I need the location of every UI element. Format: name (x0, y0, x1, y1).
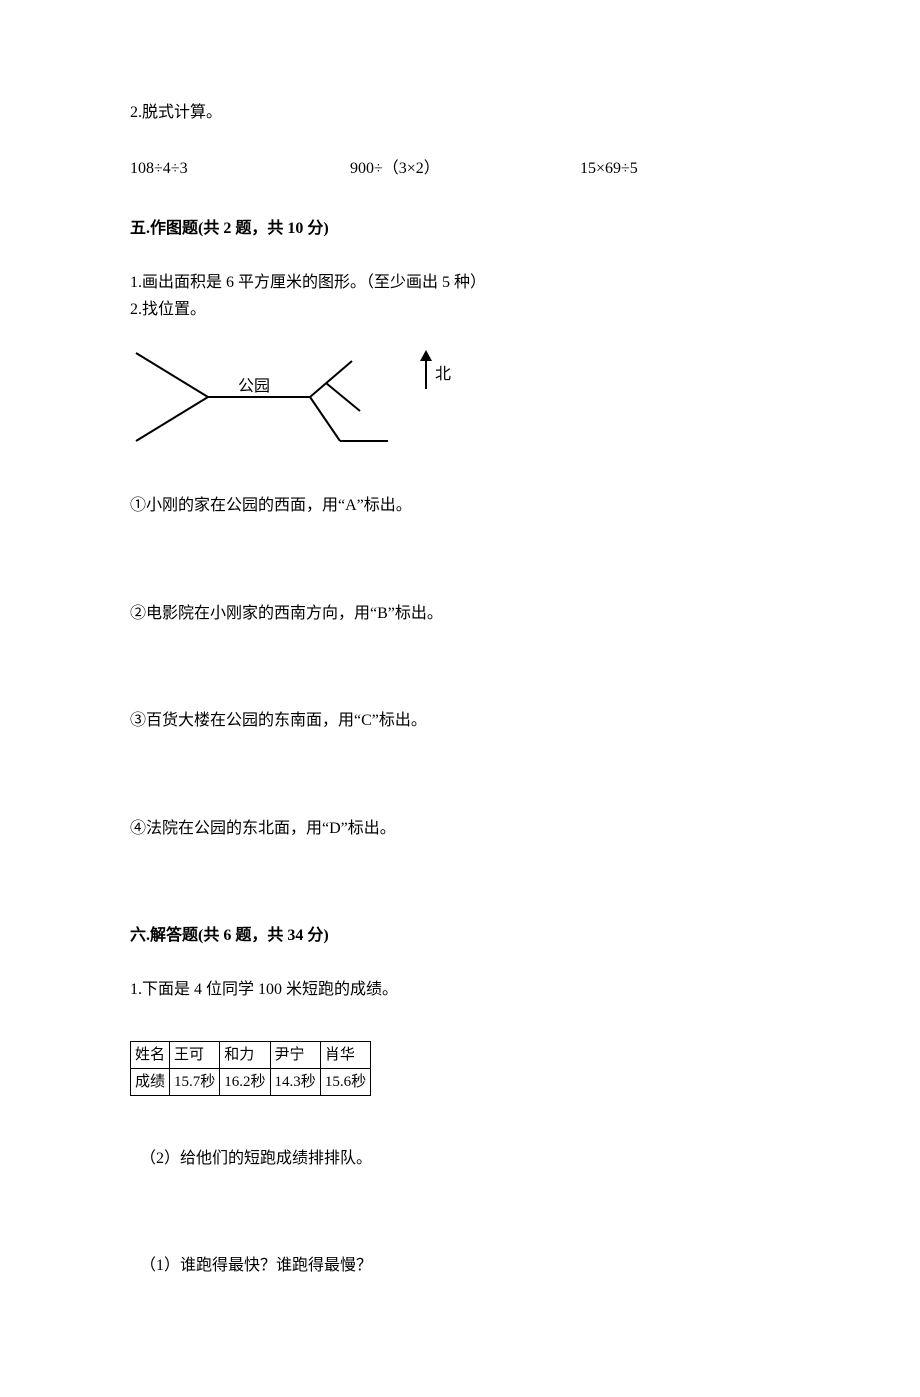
cell-1: 15.7秒 (170, 1068, 220, 1095)
q2-expressions: 108÷4÷3 900÷（3×2） 15×69÷5 (130, 156, 790, 182)
th-c2: 和力 (220, 1041, 270, 1068)
th-c1: 王可 (170, 1041, 220, 1068)
park-label-text: 公园 (238, 378, 270, 395)
expr-3: 15×69÷5 (580, 156, 790, 182)
north-indicator: 北 (420, 361, 451, 389)
s5-sub2: ②电影院在小刚家的西南方向，用“B”标出。 (130, 601, 790, 627)
expr-1: 108÷4÷3 (130, 156, 350, 182)
s6-q1: 1.下面是 4 位同学 100 米短跑的成绩。 (130, 977, 790, 1003)
q2-title: 2.脱式计算。 (130, 100, 790, 126)
s6-sub2: （2）给他们的短跑成绩排排队。 (130, 1146, 790, 1172)
s6-sub1: （1）谁跑得最快？谁跑得最慢？ (130, 1253, 790, 1279)
cell-4: 15.6秒 (320, 1068, 370, 1095)
park-roads-svg: 公园 (130, 343, 390, 453)
th-name: 姓名 (131, 1041, 170, 1068)
table-row: 成绩 15.7秒 16.2秒 14.3秒 15.6秒 (131, 1068, 371, 1095)
results-table: 姓名 王可 和力 尹宁 肖华 成绩 15.7秒 16.2秒 14.3秒 15.6… (130, 1041, 371, 1096)
north-label: 北 (435, 362, 451, 388)
s5-q1: 1.画出面积是 6 平方厘米的图形。（至少画出 5 种） (130, 270, 790, 296)
th-c3: 尹宁 (270, 1041, 320, 1068)
park-diagram: 公园 北 (130, 343, 790, 453)
arrow-up-icon (420, 350, 432, 361)
arrow-stem (425, 361, 427, 389)
section-6-heading: 六.解答题(共 6 题，共 34 分) (130, 923, 790, 949)
s5-sub1: ①小刚的家在公园的西面，用“A”标出。 (130, 493, 790, 519)
cell-3: 14.3秒 (270, 1068, 320, 1095)
s5-sub3: ③百货大楼在公园的东南面，用“C”标出。 (130, 708, 790, 734)
cell-2: 16.2秒 (220, 1068, 270, 1095)
s5-sub4: ④法院在公园的东北面，用“D”标出。 (130, 816, 790, 842)
section-5-heading: 五.作图题(共 2 题，共 10 分) (130, 216, 790, 242)
th-c4: 肖华 (320, 1041, 370, 1068)
expr-2: 900÷（3×2） (350, 156, 580, 182)
row-label: 成绩 (131, 1068, 170, 1095)
s5-q2: 2.找位置。 (130, 297, 790, 323)
table-row: 姓名 王可 和力 尹宁 肖华 (131, 1041, 371, 1068)
